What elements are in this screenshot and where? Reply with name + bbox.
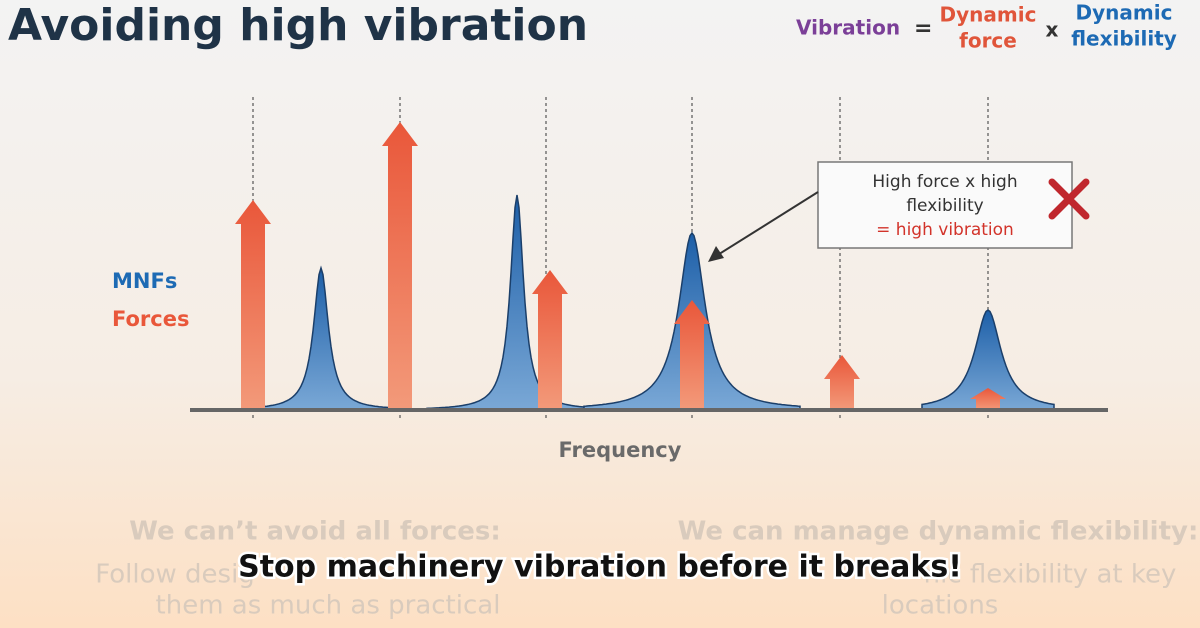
force-arrow — [382, 122, 418, 410]
note-heading: We can’t avoid all forces: — [129, 517, 501, 547]
cross-icon — [1048, 178, 1090, 220]
equation-equals: = — [914, 16, 932, 41]
equation-lhs: Vibration — [796, 16, 900, 40]
callout-text: High force x high — [872, 172, 1017, 192]
equation-term: force — [959, 29, 1017, 53]
equation-term: flexibility — [1071, 27, 1177, 51]
note-line: locations — [882, 591, 999, 621]
force-arrow — [674, 300, 710, 410]
force-arrow — [970, 388, 1006, 410]
equation-times: x — [1046, 18, 1059, 42]
note-heading: We can manage dynamic flexibility: — [678, 517, 1199, 547]
caption: Stop machinery vibration before it break… — [238, 550, 962, 585]
force-arrow — [235, 200, 271, 410]
force-arrow — [532, 270, 568, 410]
callout-text: = high vibration — [876, 220, 1014, 240]
callout-arrowhead — [708, 246, 724, 262]
note-line: Follow desig — [95, 560, 255, 590]
mnf-peak — [921, 309, 1055, 411]
equation-term: Dynamic — [940, 3, 1037, 27]
callout-text: flexibility — [906, 196, 983, 216]
equation-term: Dynamic — [1076, 1, 1173, 25]
notes: We can’t avoid all forces: Follow desig … — [95, 517, 1198, 621]
axis-label: Frequency — [559, 438, 682, 462]
note-line: them as much as practical — [156, 591, 501, 621]
mnf-peak — [248, 265, 394, 411]
callout: High force x high flexibility = high vib… — [708, 161, 1090, 262]
mnf-peak — [426, 194, 608, 411]
legend-mnfs: MNFs — [112, 269, 177, 293]
note-line: nic flexibility at key — [924, 560, 1177, 590]
callout-pointer — [715, 191, 819, 257]
title: Avoiding high vibration — [8, 0, 588, 51]
force-arrow — [824, 355, 860, 410]
legend-forces: Forces — [112, 307, 189, 331]
force-arrows — [235, 122, 1006, 410]
